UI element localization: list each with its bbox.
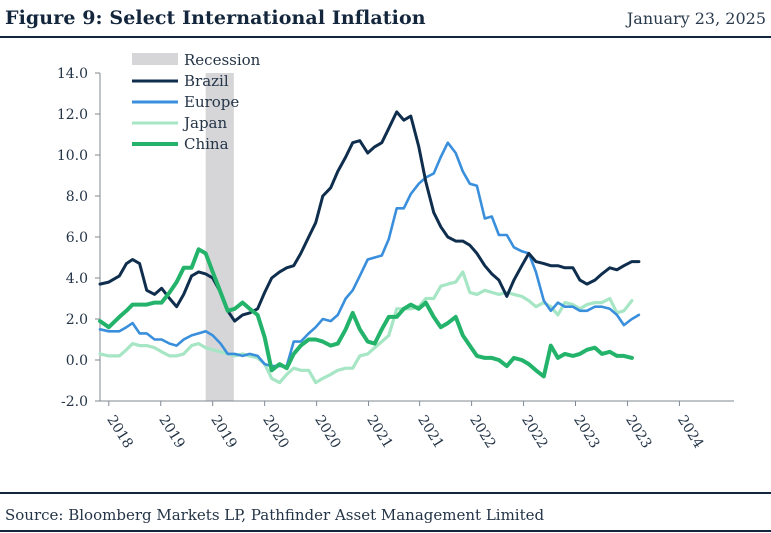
- legend-label-recession: Recession: [184, 51, 261, 69]
- x-tick-label: 2020: [259, 413, 291, 452]
- x-tick-label: 2022: [518, 413, 550, 452]
- series-line-china: [98, 247, 634, 379]
- x-tick-label: 2023: [570, 413, 602, 452]
- x-tick-label: 2021: [363, 413, 395, 452]
- x-tick-labels: 2018 2019 2019 2020 2020 2021 2021 2022 2022 2023…: [103, 413, 706, 452]
- x-tick-label: 2020: [311, 413, 343, 452]
- legend-swatch-recession: [132, 53, 178, 65]
- x-tick-label: 2024: [674, 413, 706, 452]
- y-tick-labels: 14.0 12.0 10.0 8.0 6.0 4.0 2.0 0.0 -2.0: [57, 66, 88, 410]
- series-layer: [98, 110, 641, 385]
- source-note: Source: Bloomberg Markets LP, Pathfinder…: [5, 506, 545, 524]
- y-tick-label: 6.0: [66, 230, 88, 246]
- y-tick-label: 10.0: [57, 148, 88, 164]
- y-tick-label: 0.0: [66, 353, 88, 369]
- header-divider: [0, 36, 771, 38]
- series-line-japan: [98, 270, 634, 385]
- y-tick-label: -2.0: [61, 394, 88, 410]
- legend-label-brazil: Brazil: [184, 72, 229, 90]
- legend-label-japan: Japan: [182, 114, 228, 132]
- inflation-line-chart: Recession Brazil Europe Japan China 2018 2019…: [57, 51, 734, 452]
- figure-header: Figure 9: Select International Inflation…: [0, 0, 771, 38]
- footer-divider-top: [0, 492, 771, 494]
- legend-label-europe: Europe: [184, 93, 239, 111]
- x-tick-label: 2018: [103, 413, 135, 452]
- figure-title: Figure 9: Select International Inflation: [5, 7, 426, 29]
- x-tick-label: 2019: [207, 413, 239, 452]
- y-tick-label: 8.0: [66, 189, 88, 205]
- series-line-brazil: [98, 110, 641, 323]
- footer-divider-bottom: [0, 530, 771, 532]
- y-tick-label: 12.0: [57, 107, 88, 123]
- y-tick-label: 4.0: [66, 271, 88, 287]
- x-tick-label: 2019: [155, 413, 187, 452]
- y-tick-label: 14.0: [57, 66, 88, 82]
- x-tick-label: 2021: [414, 413, 446, 452]
- series-line-europe: [98, 141, 641, 368]
- recession-band: [205, 73, 234, 401]
- x-tick-label: 2023: [622, 413, 654, 452]
- axis-layer: [95, 72, 734, 406]
- recession-band-layer: [205, 73, 234, 401]
- y-tick-label: 2.0: [66, 312, 88, 328]
- x-tick-label: 2022: [466, 413, 498, 452]
- legend: Recession Brazil Europe Japan China: [132, 51, 261, 153]
- legend-label-china: China: [184, 135, 229, 153]
- figure-date: January 23, 2025: [626, 9, 766, 28]
